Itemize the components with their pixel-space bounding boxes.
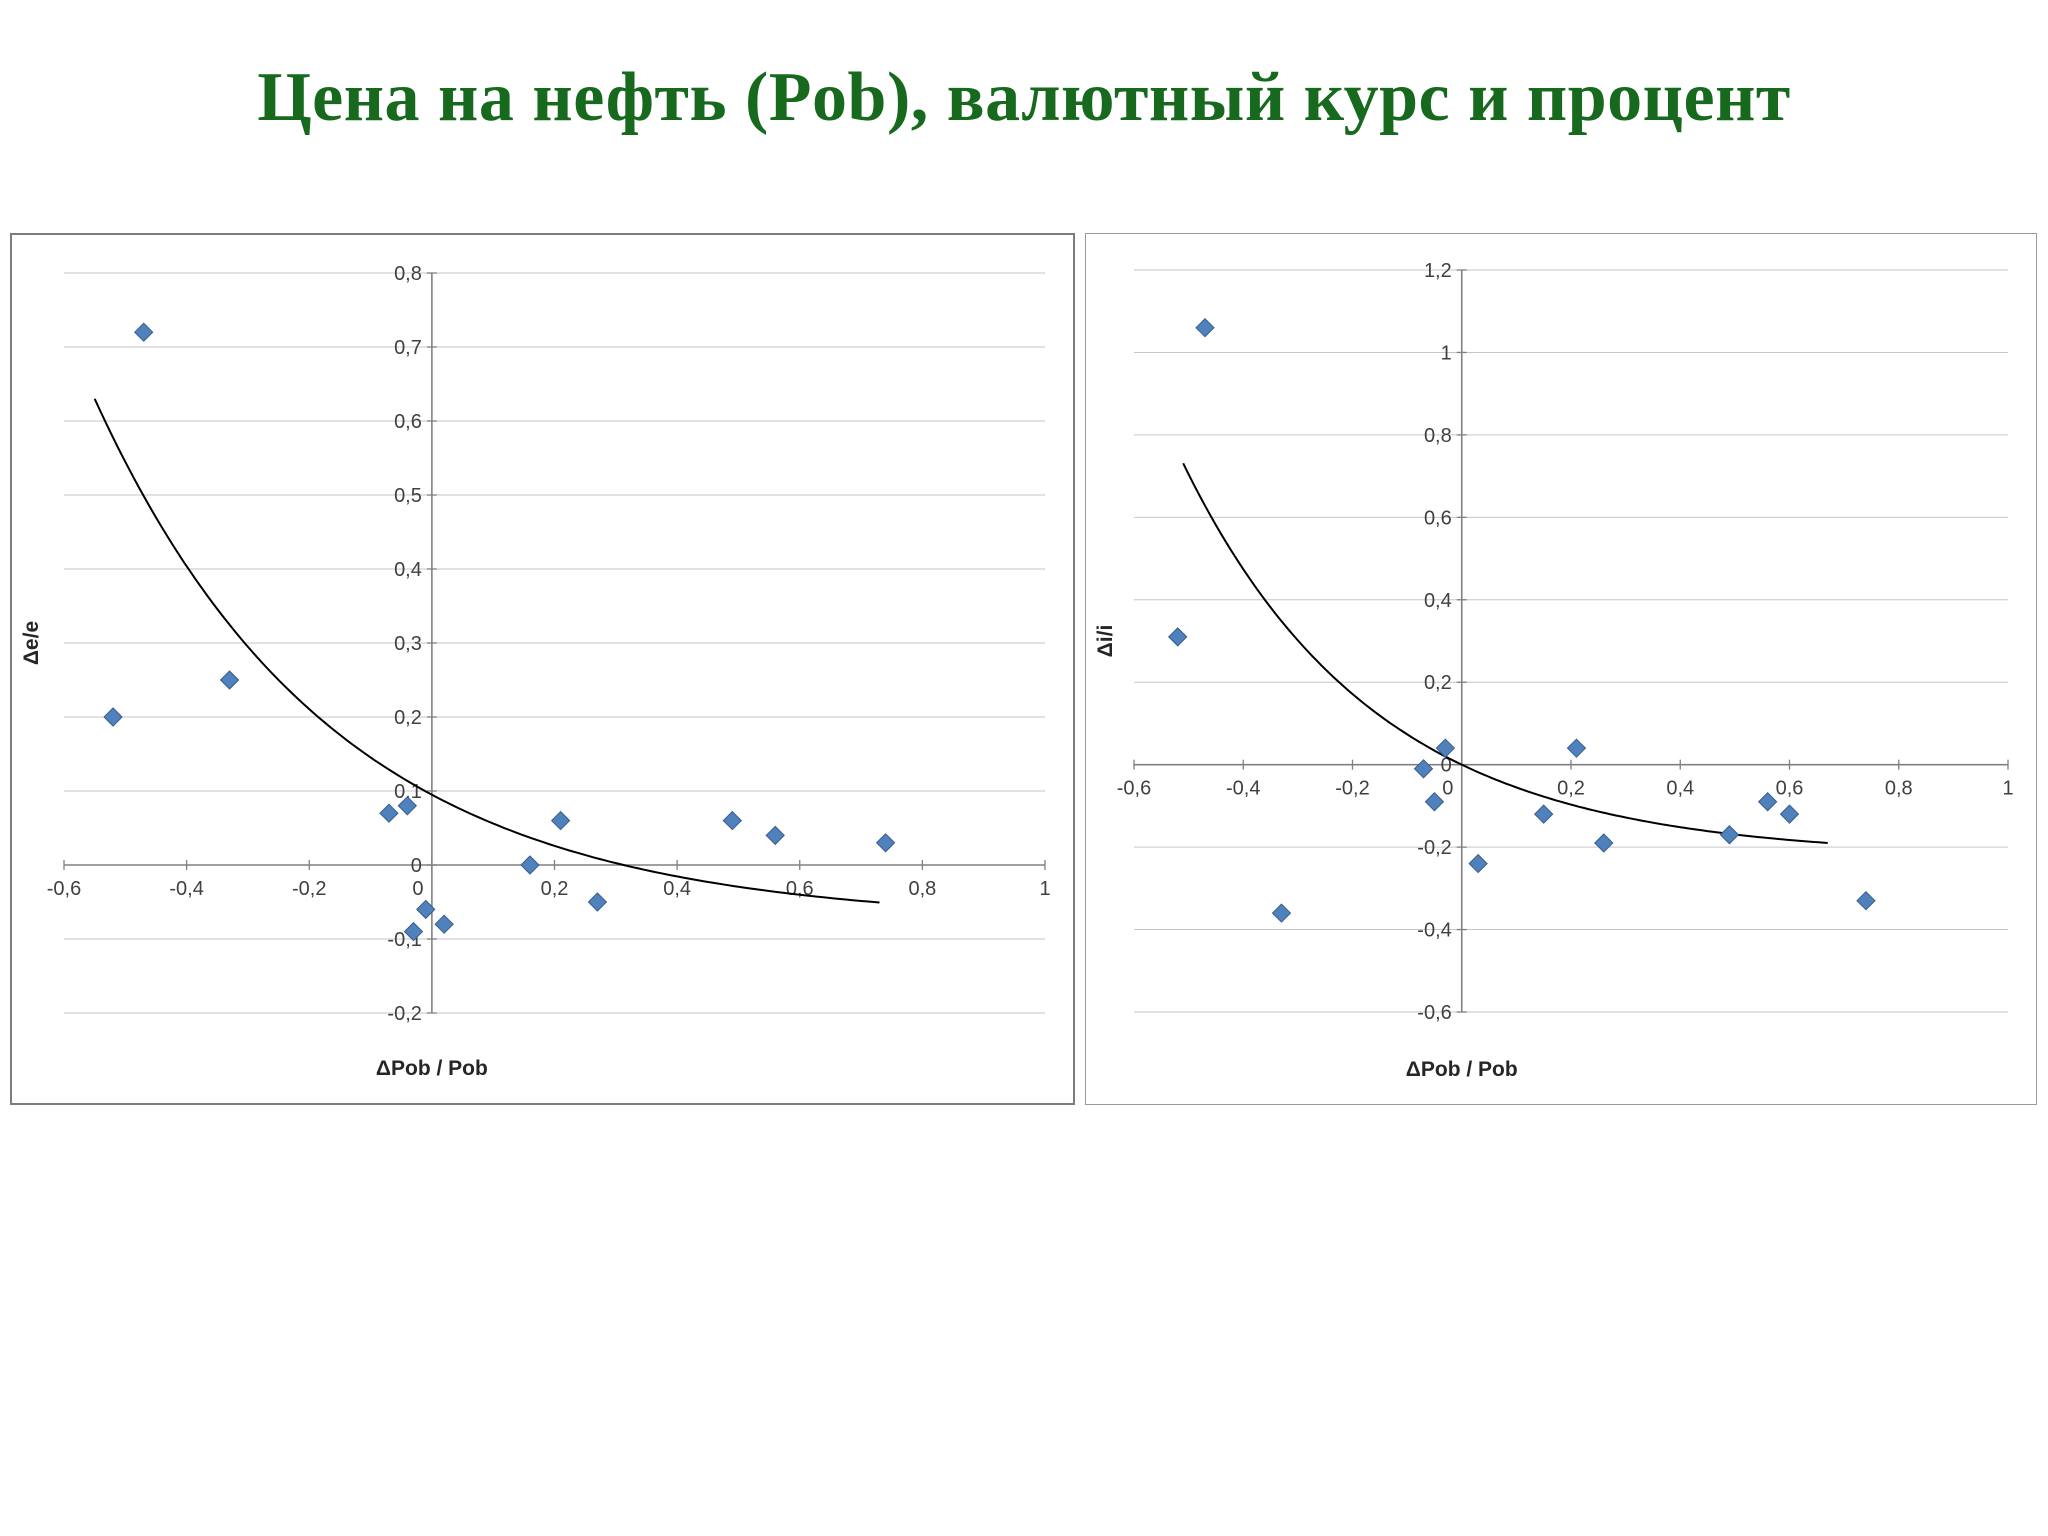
- y-axis-title: Δi/i: [1094, 625, 1117, 658]
- data-point-marker: [1856, 890, 1876, 911]
- data-point-marker: [416, 899, 436, 920]
- x-tick-label: 0: [412, 878, 423, 900]
- y-tick-label: 0,2: [1424, 672, 1452, 694]
- x-tick-label: 1: [1039, 878, 1050, 900]
- trendline-curve: [1182, 462, 1828, 844]
- y-tick-label: 0,4: [1424, 590, 1452, 612]
- data-point-marker: [1424, 792, 1445, 812]
- y-tick-label: 0: [1441, 755, 1452, 777]
- data-point-marker: [550, 810, 571, 831]
- interest-rate-scatter-chart: -0,6 -0,4 -0,2 0 0,2 0,4 0,6 0,8 1 1,2 -0,6 -0,4 -0,…: [1094, 260, 2014, 1081]
- data-point-marker: [1195, 318, 1215, 338]
- x-tick-label: -0,4: [169, 878, 203, 900]
- y-tick-label: 0,1: [394, 781, 422, 803]
- x-tick-label: 0,2: [1557, 778, 1585, 800]
- x-tick-label: 0,8: [908, 878, 936, 900]
- y-tick-label: 0,6: [1424, 507, 1452, 529]
- y-tick-label: 0: [411, 855, 422, 877]
- y-tick-label: -0,4: [1417, 920, 1451, 942]
- data-point-marker: [133, 322, 154, 342]
- y-tick-label: 1,2: [1424, 260, 1452, 282]
- x-tick-label: 0,4: [663, 878, 691, 900]
- y-tick-label: 0,6: [394, 411, 422, 433]
- data-point-marker: [765, 825, 785, 846]
- x-tick-label: 0,2: [541, 878, 569, 900]
- y-tick-label: 0,2: [394, 707, 422, 729]
- x-tick-label: -0,2: [1335, 778, 1369, 800]
- data-point-marker: [397, 796, 418, 816]
- x-tick-label: 0,8: [1885, 778, 1913, 800]
- data-point-marker: [1719, 825, 1740, 845]
- x-tick-label: 0: [1442, 778, 1453, 800]
- y-tick-label: 0,8: [394, 263, 422, 285]
- y-tick-label: -0,2: [387, 1003, 421, 1025]
- y-tick-label: 0,5: [394, 485, 422, 507]
- data-point-marker: [1779, 804, 1800, 824]
- data-point-marker: [587, 892, 608, 912]
- data-point-marker: [1757, 792, 1778, 812]
- y-tick-label: 0,3: [394, 633, 422, 655]
- data-point-marker: [103, 707, 123, 727]
- data-point-marker: [1468, 853, 1488, 874]
- data-point-marker: [1435, 738, 1456, 758]
- trendline-curve: [93, 398, 880, 904]
- data-point-marker: [434, 914, 454, 934]
- data-point-marker: [1533, 804, 1554, 824]
- data-point-marker: [219, 670, 240, 690]
- data-point-marker: [1566, 738, 1587, 758]
- interest-rate-chart-panel: -0,6 -0,4 -0,2 0 0,2 0,4 0,6 0,8 1 1,2 -0,6 -0,4 -0,…: [1085, 233, 2037, 1105]
- data-point-marker: [379, 803, 399, 823]
- x-tick-label: 0,4: [1666, 778, 1694, 800]
- y-axis-title: Δe/e: [20, 621, 43, 665]
- data-point-marker: [1413, 759, 1434, 779]
- data-point-marker: [875, 833, 896, 853]
- x-tick-label: 0,6: [1776, 778, 1804, 800]
- data-point-marker: [1271, 903, 1292, 923]
- data-point-marker: [1167, 627, 1188, 647]
- y-tick-label: -0,2: [1417, 837, 1451, 859]
- y-tick-label: 0,8: [1424, 425, 1452, 447]
- x-axis-title: ΔPob / Pob: [1406, 1058, 1518, 1081]
- data-point-marker: [520, 855, 540, 875]
- slide-title: Цена на нефть (Pob), валютный курс и про…: [257, 59, 1791, 136]
- data-point-marker: [722, 810, 743, 831]
- y-tick-label: -0,6: [1417, 1002, 1451, 1024]
- x-tick-label: -0,6: [1117, 778, 1151, 800]
- data-point-marker: [403, 921, 424, 942]
- x-tick-label: -0,2: [292, 878, 326, 900]
- exchange-rate-chart-panel: -0,2 -0,1 0 0,1 0,2 0,3 0,4 0,5 0,6 0,7 0,8 -0,6 -0,…: [10, 233, 1075, 1105]
- x-tick-label: -0,4: [1226, 778, 1260, 800]
- x-tick-label: -0,6: [47, 878, 81, 900]
- y-tick-label: 1: [1441, 342, 1452, 364]
- data-point-marker: [1594, 833, 1614, 853]
- x-tick-label: 1: [2002, 778, 2013, 800]
- exchange-rate-scatter-chart: -0,2-0,100,10,20,30,40,50,60,70,8-0,6 -0,…: [20, 263, 1051, 1080]
- y-tick-label: 0,7: [394, 337, 422, 359]
- x-axis-title: ΔPob / Pob: [376, 1057, 488, 1080]
- y-tick-label: 0,4: [394, 559, 422, 581]
